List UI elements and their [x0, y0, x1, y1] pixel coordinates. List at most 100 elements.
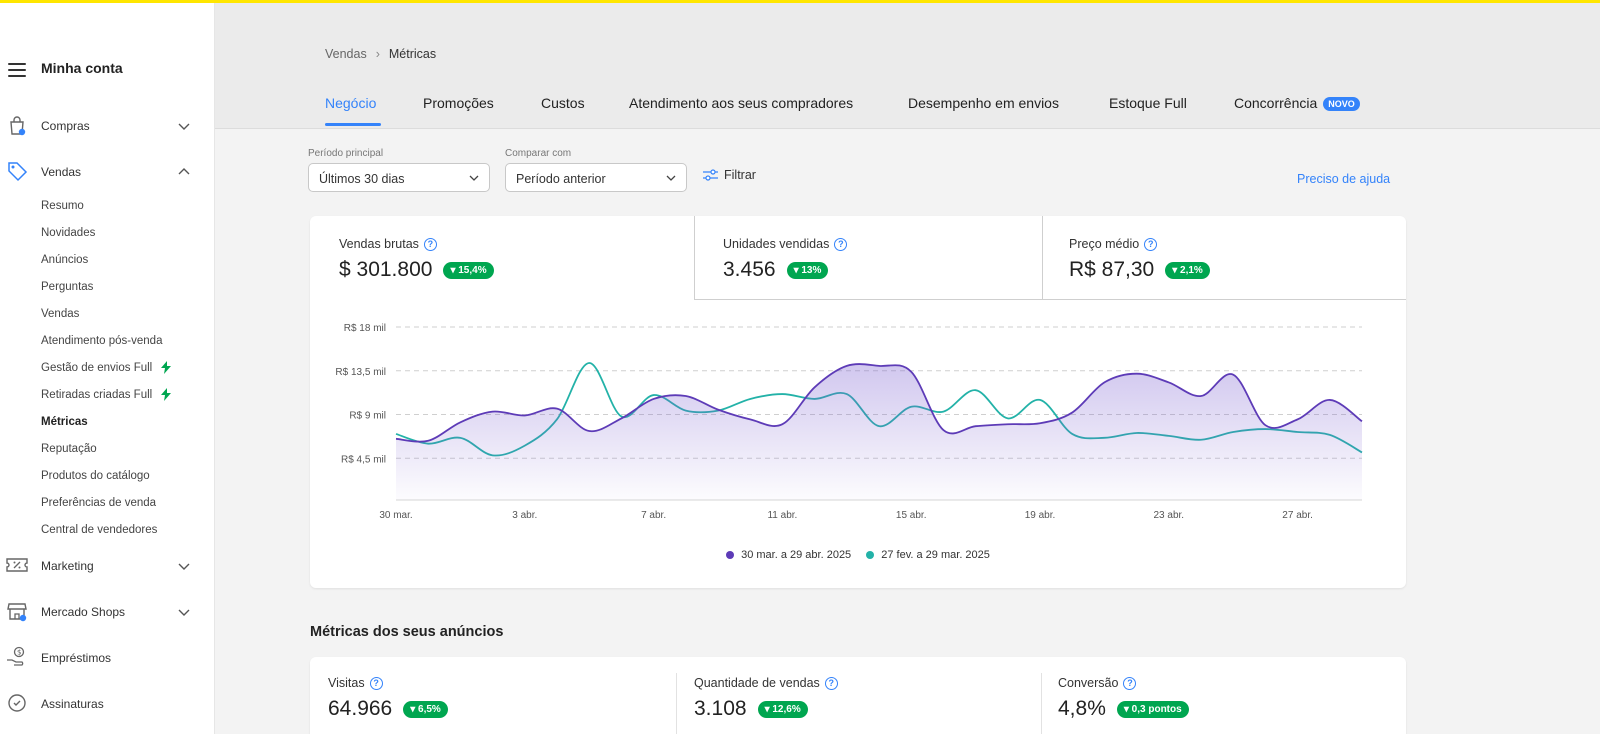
kpi-value-row: R$ 87,30 ▾ 2,1% [1069, 258, 1210, 282]
sidebar-item-emprestimos[interactable]: $ Empréstimos [0, 643, 215, 673]
chevron-down-icon [469, 175, 479, 181]
kpi-title: Preço médio [1069, 237, 1140, 251]
tab-atendimento-compradores[interactable]: Atendimento aos seus compradores [629, 95, 854, 111]
sidebar-item-marketing[interactable]: Marketing [0, 551, 215, 581]
x-tick-label: 7 abr. [641, 510, 666, 521]
sliders-icon [703, 169, 718, 181]
sidebar-subitem-gestao-envios-full[interactable]: Gestão de envios Full [41, 359, 172, 377]
kpi-preco-medio[interactable]: Preço médio? R$ 87,30 ▾ 2,1% [1043, 216, 1406, 300]
sidebar-subitem-central-vendedores[interactable]: Central de vendedores [41, 524, 158, 536]
divider [676, 673, 677, 734]
breadcrumb-link-vendas[interactable]: Vendas [325, 47, 367, 61]
kpi-title-row: Unidades vendidas? [723, 237, 848, 251]
chevron-down-icon [666, 175, 676, 181]
series-area-current-period [396, 364, 1362, 500]
coupon-icon [6, 558, 28, 572]
help-icon[interactable]: ? [824, 676, 838, 690]
y-tick-label: R$ 18 mil [344, 323, 386, 334]
help-icon[interactable]: ? [1144, 237, 1158, 251]
lightning-bolt-icon [161, 388, 172, 402]
tab-concorrencia[interactable]: Concorrência NOVO [1234, 95, 1360, 112]
chevron-down-icon [178, 609, 190, 616]
metric-value: 4,8% [1058, 697, 1106, 720]
new-badge: NOVO [1323, 97, 1360, 112]
sales-line-chart: R$ 4,5 mil R$ 9 mil R$ 13,5 mil R$ 18 mil 30… [335, 323, 1363, 521]
sidebar-item-label: Marketing [41, 559, 94, 573]
page-header: Vendas › Métricas Negócio Promoções Custos… [215, 3, 1600, 129]
sidebar-header: Minha conta [0, 53, 215, 87]
money-hand-icon: $ [7, 646, 25, 666]
chevron-down-icon [178, 563, 190, 570]
delta-badge: ▾ 0,3 pontos [1116, 700, 1189, 718]
help-link[interactable]: Preciso de ajuda [1297, 172, 1391, 186]
sidebar-subitem-preferencias-venda[interactable]: Preferências de venda [41, 497, 157, 509]
sidebar-subitem-retiradas-full[interactable]: Retiradas criadas Full [41, 386, 172, 404]
lightning-bolt-icon [161, 361, 172, 375]
sidebar-subitem-resumo[interactable]: Resumo [41, 200, 84, 212]
help-icon[interactable]: ? [1123, 676, 1137, 690]
sidebar-subitem-metricas[interactable]: Métricas [41, 416, 88, 428]
tab-custos[interactable]: Custos [541, 95, 585, 111]
metric-title: Visitas [328, 676, 365, 690]
kpi-value: $ 301.800 [339, 258, 433, 281]
sidebar-subitem-label: Gestão de envios Full [41, 362, 153, 374]
divider [694, 299, 1406, 300]
x-tick-label: 19 abr. [1025, 510, 1056, 521]
metric-title: Quantidade de vendas [694, 676, 820, 690]
comparar-com-select[interactable]: Período anterior [505, 163, 687, 192]
sidebar-item-label: Mercado Shops [41, 605, 126, 619]
comparar-com-label: Comparar com [505, 148, 572, 159]
sidebar-item-assinaturas[interactable]: Assinaturas [0, 689, 215, 719]
tab-desempenho-envios[interactable]: Desempenho em envios [908, 95, 1059, 111]
divider [1042, 216, 1043, 300]
metric-title-row: Conversão? [1058, 676, 1137, 690]
divider [694, 216, 695, 300]
delta-badge: ▾ 15,4% [443, 261, 494, 279]
periodo-principal-label: Período principal [308, 148, 384, 159]
kpi-vendas-brutas[interactable]: Vendas brutas? $ 301.800 ▾ 15,4% [310, 216, 694, 300]
legend-item-current-period[interactable]: 30 mar. a 29 abr. 2025 [726, 549, 851, 561]
comparar-com-value: Período anterior [516, 172, 606, 186]
tab-label: Concorrência [1234, 95, 1318, 111]
sidebar-item-vendas[interactable]: Vendas [0, 157, 215, 187]
x-tick-label: 3 abr. [512, 510, 537, 521]
help-icon[interactable]: ? [423, 237, 437, 251]
sidebar-item-mercado-shops[interactable]: Mercado Shops [0, 597, 215, 627]
tag-icon [8, 162, 28, 182]
metric-value-row: 64.966 ▾ 6,5% [328, 697, 448, 721]
help-icon[interactable]: ? [369, 676, 383, 690]
tab-negocio[interactable]: Negócio [325, 95, 377, 111]
periodo-principal-value: Últimos 30 dias [319, 172, 405, 186]
sidebar-subitem-novidades[interactable]: Novidades [41, 227, 96, 239]
top-accent-bar [0, 0, 1600, 3]
sidebar-title: Minha conta [41, 60, 123, 76]
delta-badge: ▾ 6,5% [403, 700, 448, 718]
sidebar-item-compras[interactable]: Compras [0, 111, 215, 141]
tab-estoque-full[interactable]: Estoque Full [1109, 95, 1187, 111]
kpi-value: R$ 87,30 [1069, 258, 1155, 281]
sidebar-subitem-produtos-catalogo[interactable]: Produtos do catálogo [41, 470, 150, 482]
x-tick-label: 30 mar. [379, 510, 412, 521]
kpi-unidades-vendidas[interactable]: Unidades vendidas? 3.456 ▾ 13% [695, 216, 1042, 300]
metric-value-row: 3.108 ▾ 12,6% [694, 697, 808, 721]
sidebar-subitem-atendimento-pos-venda[interactable]: Atendimento pós-venda [41, 335, 163, 347]
chevron-right-icon: › [375, 47, 380, 61]
filter-button[interactable]: Filtrar [703, 168, 756, 182]
sidebar-subitem-anuncios[interactable]: Anúncios [41, 254, 89, 266]
kpi-value: 3.456 [723, 258, 776, 281]
tab-promocoes[interactable]: Promoções [423, 95, 494, 111]
legend-label: 27 fev. a 29 mar. 2025 [881, 549, 990, 561]
periodo-principal-select[interactable]: Últimos 30 dias [308, 163, 490, 192]
metric-title: Conversão [1058, 676, 1119, 690]
sidebar-subitem-perguntas[interactable]: Perguntas [41, 281, 94, 293]
breadcrumb: Vendas › Métricas [325, 47, 436, 61]
legend-item-previous-period[interactable]: 27 fev. a 29 mar. 2025 [866, 549, 990, 561]
chart-legend: 30 mar. a 29 abr. 2025 27 fev. a 29 mar.… [310, 549, 1406, 562]
hamburger-menu-icon[interactable] [8, 63, 26, 77]
y-tick-label: R$ 4,5 mil [341, 454, 386, 465]
sidebar-subitem-vendas[interactable]: Vendas [41, 308, 80, 320]
chevron-up-icon [178, 168, 190, 175]
help-icon[interactable]: ? [834, 237, 848, 251]
sidebar-subitem-reputacao[interactable]: Reputação [41, 443, 97, 455]
kpi-title-row: Preço médio? [1069, 237, 1158, 251]
